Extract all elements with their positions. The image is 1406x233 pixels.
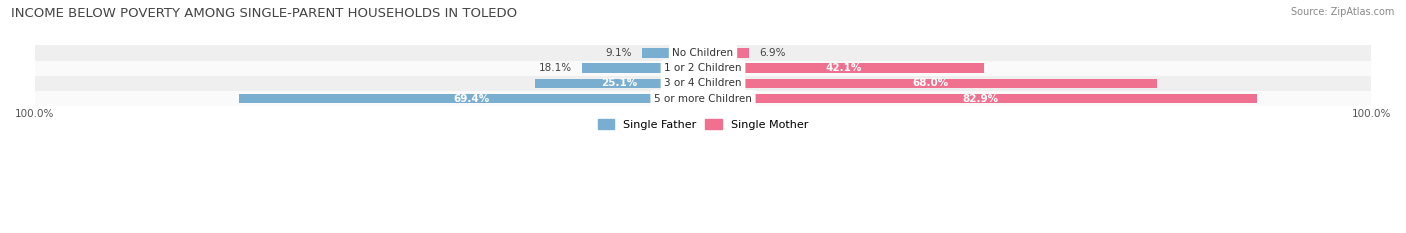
Text: 5 or more Children: 5 or more Children bbox=[654, 94, 752, 104]
Bar bbox=[35, 61, 1371, 76]
Text: 1 or 2 Children: 1 or 2 Children bbox=[664, 63, 742, 73]
Text: INCOME BELOW POVERTY AMONG SINGLE-PARENT HOUSEHOLDS IN TOLEDO: INCOME BELOW POVERTY AMONG SINGLE-PARENT… bbox=[11, 7, 517, 20]
Text: 69.4%: 69.4% bbox=[453, 94, 489, 104]
Bar bbox=[643, 48, 703, 58]
Bar bbox=[239, 94, 703, 103]
Bar bbox=[703, 63, 984, 73]
Text: No Children: No Children bbox=[672, 48, 734, 58]
Text: 25.1%: 25.1% bbox=[600, 78, 637, 88]
Bar bbox=[35, 76, 1371, 91]
Text: 82.9%: 82.9% bbox=[962, 94, 998, 104]
Bar bbox=[536, 79, 703, 88]
Text: 6.9%: 6.9% bbox=[759, 48, 786, 58]
Text: 68.0%: 68.0% bbox=[912, 78, 949, 88]
Bar bbox=[35, 45, 1371, 61]
Text: 18.1%: 18.1% bbox=[538, 63, 572, 73]
Text: 3 or 4 Children: 3 or 4 Children bbox=[664, 78, 742, 88]
Bar bbox=[703, 94, 1257, 103]
Text: 42.1%: 42.1% bbox=[825, 63, 862, 73]
Bar bbox=[582, 63, 703, 73]
Bar bbox=[35, 91, 1371, 106]
Bar bbox=[703, 48, 749, 58]
Bar bbox=[703, 79, 1157, 88]
Legend: Single Father, Single Mother: Single Father, Single Mother bbox=[593, 115, 813, 134]
Text: Source: ZipAtlas.com: Source: ZipAtlas.com bbox=[1291, 7, 1395, 17]
Text: 9.1%: 9.1% bbox=[606, 48, 633, 58]
